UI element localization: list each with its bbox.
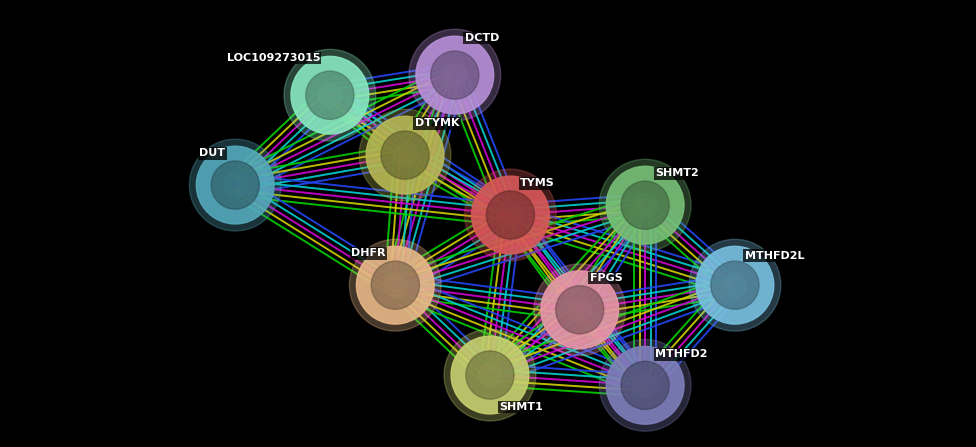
- Ellipse shape: [534, 264, 626, 356]
- Ellipse shape: [356, 246, 434, 324]
- Ellipse shape: [689, 239, 781, 331]
- Ellipse shape: [696, 246, 774, 324]
- Ellipse shape: [443, 63, 467, 87]
- Ellipse shape: [633, 194, 657, 217]
- Ellipse shape: [568, 298, 591, 321]
- Ellipse shape: [711, 261, 759, 309]
- Ellipse shape: [381, 131, 429, 179]
- Ellipse shape: [621, 181, 670, 229]
- Ellipse shape: [224, 173, 247, 197]
- Ellipse shape: [444, 329, 536, 421]
- Text: LOC109273015: LOC109273015: [226, 53, 320, 63]
- Ellipse shape: [466, 351, 514, 399]
- Ellipse shape: [723, 274, 747, 297]
- Ellipse shape: [366, 116, 444, 194]
- Ellipse shape: [633, 374, 657, 397]
- Text: SHMT2: SHMT2: [655, 169, 699, 178]
- Ellipse shape: [471, 176, 549, 254]
- Ellipse shape: [599, 339, 691, 431]
- Ellipse shape: [409, 29, 501, 121]
- Ellipse shape: [291, 56, 369, 134]
- Text: MTHFD2: MTHFD2: [655, 350, 708, 359]
- Text: TYMS: TYMS: [520, 178, 555, 188]
- Ellipse shape: [430, 51, 479, 99]
- Ellipse shape: [196, 146, 274, 224]
- Ellipse shape: [371, 261, 420, 309]
- Text: SHMT1: SHMT1: [500, 402, 544, 412]
- Ellipse shape: [384, 274, 407, 297]
- Ellipse shape: [284, 49, 376, 141]
- Ellipse shape: [478, 363, 502, 387]
- Ellipse shape: [465, 169, 556, 261]
- Ellipse shape: [621, 361, 670, 409]
- Text: FPGS: FPGS: [590, 273, 623, 283]
- Ellipse shape: [393, 143, 417, 167]
- Text: DUT: DUT: [199, 148, 225, 158]
- Text: DHFR: DHFR: [351, 249, 386, 258]
- Ellipse shape: [486, 191, 535, 239]
- Ellipse shape: [451, 336, 529, 414]
- Ellipse shape: [499, 203, 522, 227]
- Ellipse shape: [318, 84, 342, 107]
- Text: MTHFD2L: MTHFD2L: [745, 251, 804, 261]
- Text: DTYMK: DTYMK: [415, 118, 460, 128]
- Text: DCTD: DCTD: [465, 33, 499, 43]
- Ellipse shape: [349, 239, 441, 331]
- Ellipse shape: [541, 271, 619, 349]
- Ellipse shape: [555, 286, 604, 334]
- Ellipse shape: [606, 346, 684, 424]
- Ellipse shape: [211, 161, 260, 209]
- Ellipse shape: [606, 166, 684, 244]
- Ellipse shape: [359, 109, 451, 201]
- Ellipse shape: [416, 36, 494, 114]
- Ellipse shape: [305, 71, 354, 119]
- Ellipse shape: [189, 139, 281, 231]
- Ellipse shape: [599, 159, 691, 251]
